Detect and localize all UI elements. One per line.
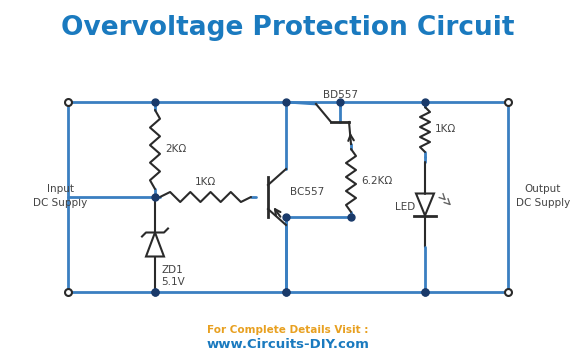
Text: BC557: BC557	[290, 187, 324, 197]
Text: Output: Output	[525, 184, 561, 194]
Text: For Complete Details Visit :: For Complete Details Visit :	[207, 325, 369, 335]
Text: Overvoltage Protection Circuit: Overvoltage Protection Circuit	[61, 15, 515, 41]
Text: www.Circuits-DIY.com: www.Circuits-DIY.com	[207, 338, 369, 351]
Text: Input: Input	[47, 184, 74, 194]
Text: ZD1: ZD1	[161, 265, 183, 275]
Text: 6.2KΩ: 6.2KΩ	[361, 175, 392, 185]
Text: LED: LED	[395, 202, 415, 212]
Text: 1KΩ: 1KΩ	[195, 177, 216, 187]
Text: DC Supply: DC Supply	[516, 198, 570, 208]
Text: 1KΩ: 1KΩ	[435, 125, 456, 135]
Text: BD557: BD557	[323, 90, 358, 100]
Text: 5.1V: 5.1V	[161, 277, 185, 287]
Text: DC Supply: DC Supply	[33, 198, 87, 208]
Text: 2KΩ: 2KΩ	[165, 144, 186, 154]
